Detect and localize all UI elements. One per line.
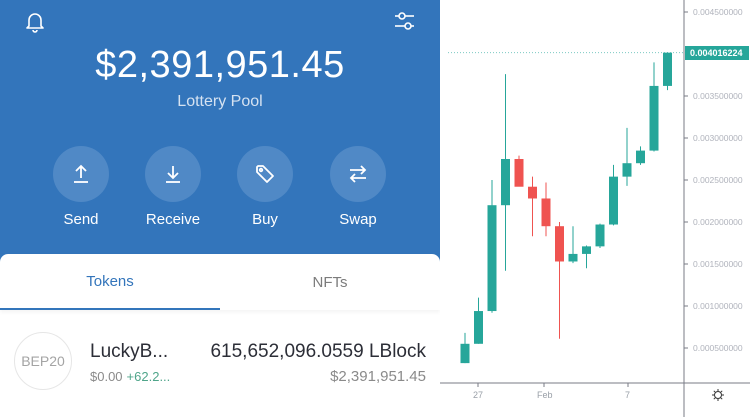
token-fiat-value: $2,391,951.45 bbox=[330, 368, 426, 385]
send-label: Send bbox=[63, 211, 99, 228]
y-tick-label: 0.002000000 bbox=[693, 217, 743, 227]
token-amount: 615,652,096.0559 LBlock bbox=[210, 341, 426, 362]
balance-label: Lottery Pool bbox=[177, 93, 263, 110]
y-tick-label: 0.000500000 bbox=[693, 343, 743, 353]
y-tick-label: 0.004500000 bbox=[693, 7, 743, 17]
y-tick-label: 0.001000000 bbox=[693, 301, 743, 311]
balance-amount: $2,391,951.45 bbox=[95, 44, 345, 86]
tag-icon bbox=[237, 146, 293, 202]
candlestick-plot[interactable] bbox=[440, 0, 750, 417]
x-tick-7: 7 bbox=[625, 390, 631, 400]
receive-label: Receive bbox=[145, 211, 201, 228]
token-name: LuckyB... bbox=[90, 341, 169, 362]
y-tick-label: 0.003000000 bbox=[693, 133, 743, 143]
buy-label: Buy bbox=[252, 211, 278, 228]
bell-icon[interactable] bbox=[22, 8, 48, 34]
arrow-up-icon bbox=[53, 146, 109, 202]
token-change: +62.2... bbox=[126, 369, 171, 384]
y-tick-label: 0.002500000 bbox=[693, 175, 743, 185]
sliders-icon[interactable] bbox=[392, 8, 418, 34]
x-tick-feb: Feb bbox=[537, 390, 553, 400]
token-row[interactable]: BEP20 LuckyB... $0.00 +62.2... 615,652,09… bbox=[0, 320, 440, 390]
swap-icon bbox=[330, 146, 386, 202]
tab-nfts[interactable]: NFTs bbox=[312, 273, 348, 291]
y-tick-label: 0.001500000 bbox=[693, 259, 743, 269]
buy-button[interactable]: Buy bbox=[225, 146, 305, 228]
swap-label: Swap bbox=[339, 211, 377, 228]
token-price-value: $0.00 bbox=[90, 369, 123, 384]
send-button[interactable]: Send bbox=[41, 146, 121, 228]
wallet-app: $2,391,951.45 Lottery Pool Send Receive … bbox=[0, 0, 440, 417]
gear-icon[interactable] bbox=[711, 388, 725, 402]
arrow-down-icon bbox=[145, 146, 201, 202]
tab-tokens[interactable]: Tokens bbox=[0, 254, 220, 310]
current-price-tag: 0.004016224 bbox=[685, 46, 749, 60]
receive-button[interactable]: Receive bbox=[133, 146, 213, 228]
action-buttons: Send Receive Buy Swap bbox=[0, 146, 440, 236]
x-tick-27: 27 bbox=[473, 390, 484, 400]
wallet-header: $2,391,951.45 Lottery Pool Send Receive … bbox=[0, 0, 440, 268]
asset-tabs: Tokens NFTs bbox=[0, 254, 440, 310]
price-chart[interactable]: 0.004500000 0.003500000 0.003000000 0.00250… bbox=[440, 0, 750, 417]
y-tick-label: 0.003500000 bbox=[693, 91, 743, 101]
assets-panel: Tokens NFTs BEP20 LuckyB... $0.00 +62.2..… bbox=[0, 254, 440, 417]
swap-button[interactable]: Swap bbox=[318, 146, 398, 228]
token-price: $0.00 +62.2... bbox=[90, 369, 170, 384]
token-logo: BEP20 bbox=[14, 332, 72, 390]
